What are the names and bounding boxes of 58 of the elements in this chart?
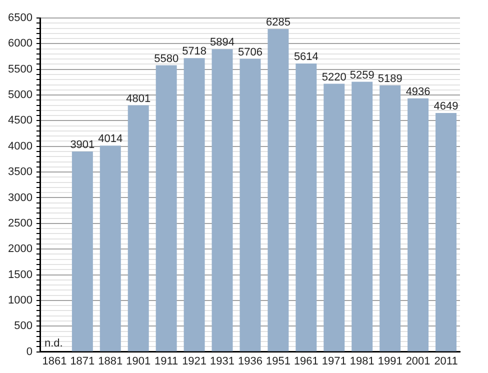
x-tick-label: 1961 — [294, 355, 318, 368]
bar — [380, 85, 401, 352]
x-tick-label: 1971 — [322, 355, 346, 368]
y-tick-label: 500 — [14, 320, 32, 332]
bar — [156, 65, 177, 352]
data-label: 4801 — [126, 92, 151, 105]
bar — [268, 29, 289, 352]
bar — [240, 58, 261, 352]
y-tick-label: 6500 — [8, 12, 32, 24]
bar — [436, 113, 457, 352]
bar — [296, 64, 317, 352]
data-label: 4014 — [98, 133, 123, 146]
data-label: 5614 — [294, 51, 318, 64]
y-tick-label: 4500 — [8, 114, 32, 127]
y-tick-label: 2000 — [8, 243, 32, 256]
data-label: 3901 — [70, 139, 95, 151]
data-label: 4649 — [434, 100, 458, 113]
bar — [100, 146, 121, 352]
x-tick-label: 1881 — [98, 355, 123, 368]
data-label: 6285 — [266, 16, 290, 29]
data-label: 5259 — [350, 69, 374, 82]
data-label: 5580 — [154, 52, 179, 65]
x-tick-label: 1931 — [210, 355, 235, 368]
x-tick-label: 1861 — [42, 355, 67, 368]
y-tick-label: 3000 — [8, 192, 32, 204]
bar — [128, 105, 149, 352]
bar — [212, 49, 233, 352]
text: n.d. — [44, 337, 63, 350]
data-label: 5706 — [238, 46, 262, 58]
x-tick-label: 2001 — [406, 355, 430, 368]
data-label: 5220 — [322, 71, 346, 84]
y-tick-label: 1000 — [8, 294, 32, 306]
x-tick-label: 1951 — [266, 355, 290, 368]
y-tick-label: 3500 — [8, 166, 32, 178]
x-tick-label: 1901 — [126, 355, 151, 368]
data-label: 5189 — [378, 72, 402, 85]
bar — [72, 151, 93, 352]
data-label: 4936 — [406, 86, 430, 98]
y-tick-label: 2500 — [8, 217, 32, 230]
x-tick-label: 1871 — [70, 355, 95, 368]
y-tick-label: 4000 — [8, 140, 32, 152]
x-tick-label: 1991 — [378, 355, 402, 368]
y-tick-label: 5500 — [8, 63, 32, 76]
data-label: 5894 — [210, 36, 235, 49]
x-tick-label: 2011 — [434, 355, 458, 368]
data-label: 5718 — [182, 46, 207, 58]
x-tick-label: 1911 — [154, 355, 178, 368]
y-tick-label: 1500 — [8, 268, 32, 281]
bar — [408, 98, 429, 352]
x-tick-label: 1921 — [182, 355, 207, 368]
x-tick-label: 1981 — [350, 355, 374, 368]
y-tick-label: 5000 — [8, 89, 32, 102]
y-tick-label: 0 — [26, 346, 32, 358]
bar — [324, 84, 345, 352]
bar — [184, 58, 205, 352]
bar — [352, 82, 373, 352]
x-tick-label: 1936 — [238, 355, 262, 368]
y-tick-label: 6000 — [8, 38, 32, 50]
